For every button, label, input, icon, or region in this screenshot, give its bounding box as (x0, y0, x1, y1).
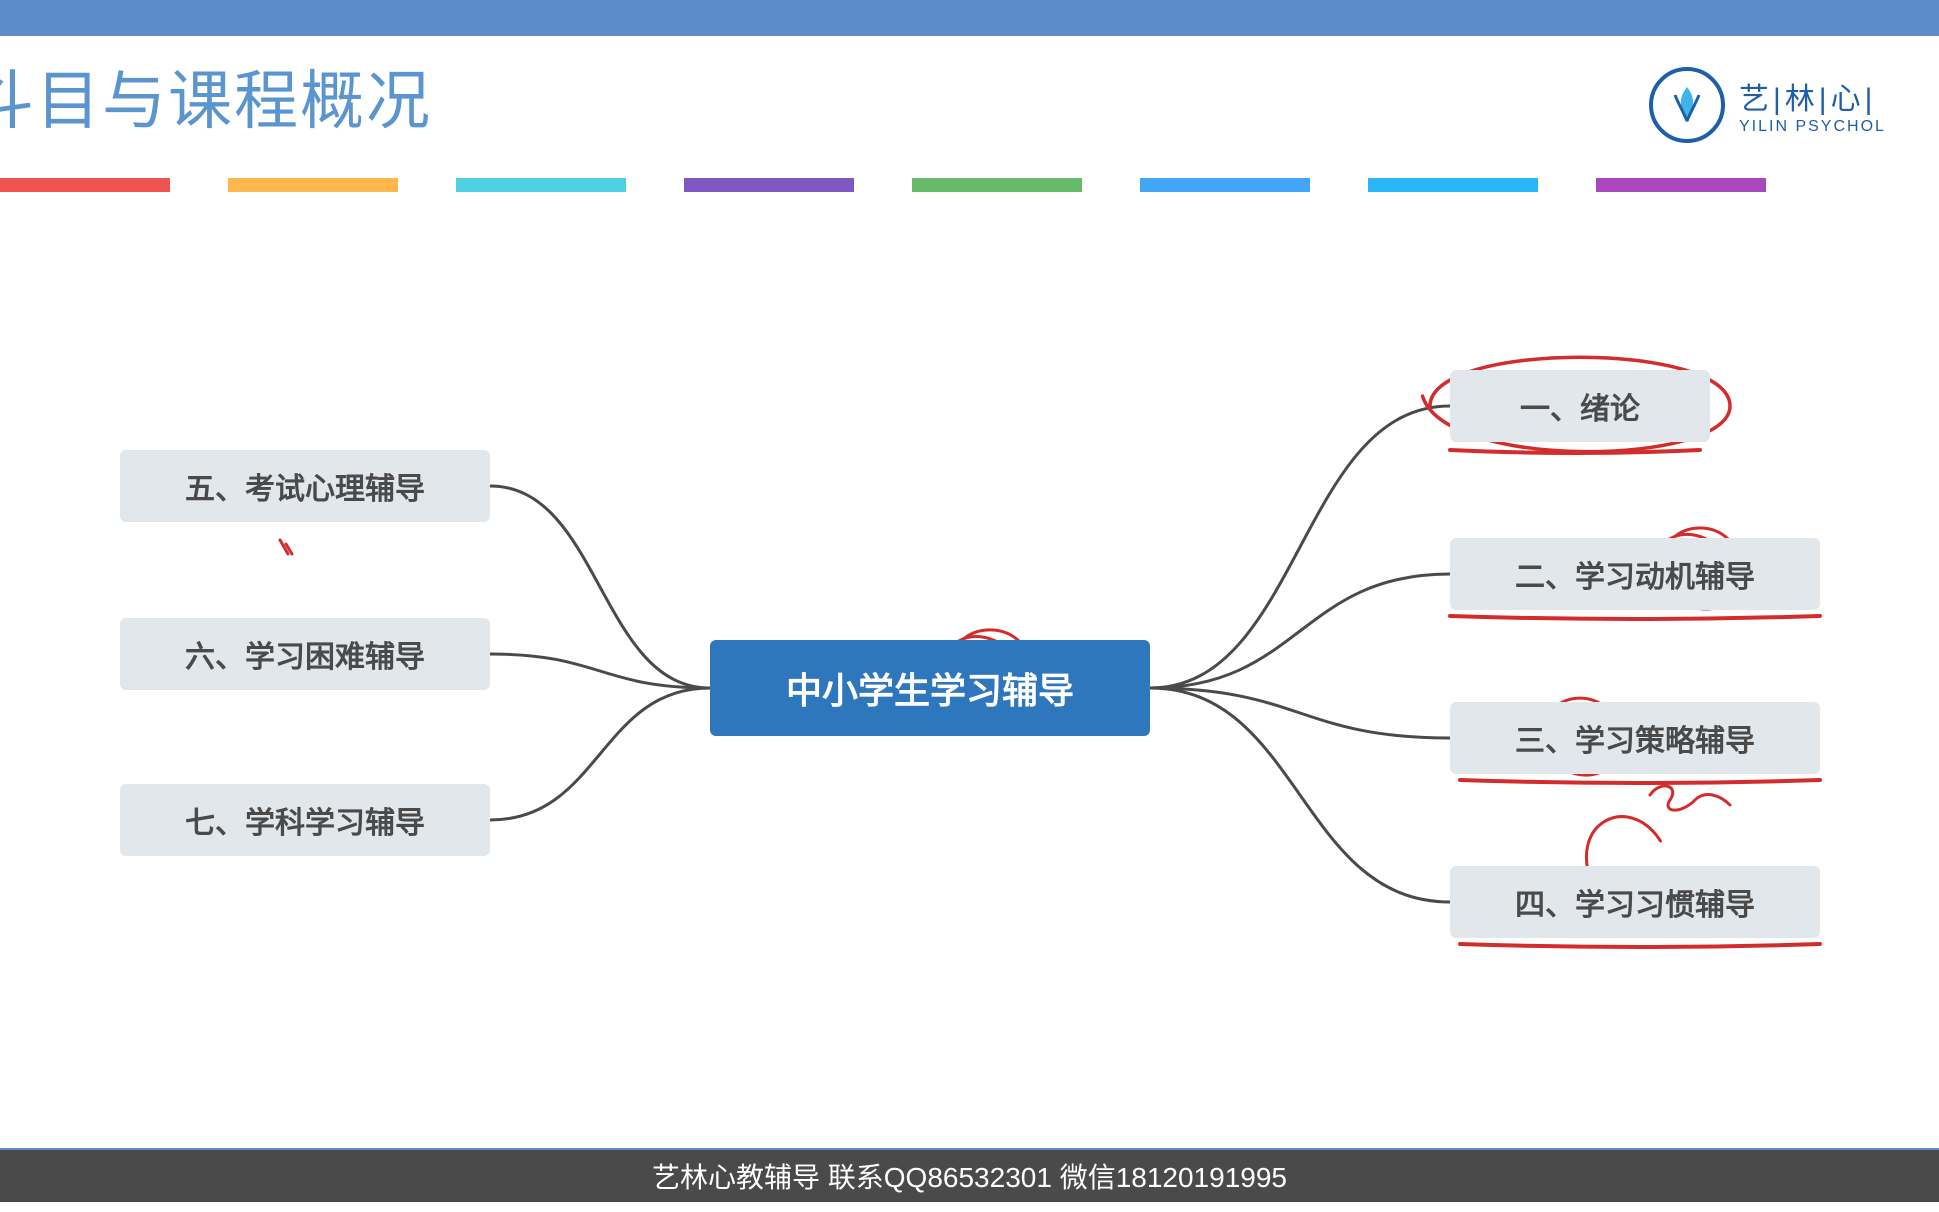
mindmap-leaf-node: 二、学习动机辅导 (1450, 538, 1820, 610)
color-segment (0, 178, 170, 192)
logo-text: 艺|林|心| YILIN PSYCHOL (1739, 74, 1886, 136)
color-segment (684, 178, 854, 192)
mindmap-leaf-node: 五、考试心理辅导 (120, 450, 490, 522)
color-strip (0, 178, 1939, 192)
mindmap-leaf-node: 一、绪论 (1450, 370, 1710, 442)
logo-cn: 艺|林|心| (1739, 74, 1886, 118)
mindmap-center-node: 中小学生学习辅导 (710, 640, 1150, 736)
color-segment (912, 178, 1082, 192)
color-segment (456, 178, 626, 192)
top-bar (0, 0, 1939, 36)
color-segment (228, 178, 398, 192)
mindmap-leaf-node: 七、学科学习辅导 (120, 784, 490, 856)
slide-stage: 斗目与课程概况 艺|林|心| YILIN PSYCHOL 中小学生学习辅导 五、考… (0, 0, 1939, 1212)
mindmap-leaf-node: 六、学习困难辅导 (120, 618, 490, 690)
color-segment (1140, 178, 1310, 192)
mindmap-diagram: 中小学生学习辅导 五、考试心理辅导六、学习困难辅导七、学科学习辅导 一、绪论二、学习… (0, 260, 1939, 1060)
color-segment (1596, 178, 1766, 192)
mindmap-leaf-node: 三、学习策略辅导 (1450, 702, 1820, 774)
mindmap-leaf-node: 四、学习习惯辅导 (1450, 866, 1820, 938)
slide-title: 斗目与课程概况 (0, 50, 432, 142)
logo-icon (1649, 67, 1725, 143)
footer-contact: 艺林心教辅导 联系QQ86532301 微信18120191995 (0, 1150, 1939, 1202)
logo-en: YILIN PSYCHOL (1739, 118, 1886, 136)
color-segment (1368, 178, 1538, 192)
brand-logo: 艺|林|心| YILIN PSYCHOL (1649, 60, 1939, 150)
